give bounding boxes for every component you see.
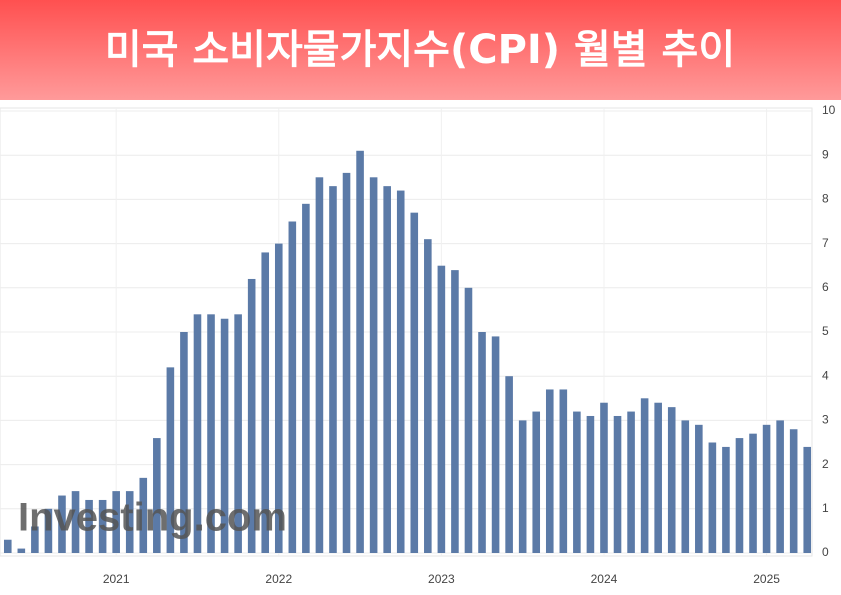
bar (125, 491, 134, 553)
bar (708, 442, 717, 553)
x-tick-label: 2021 (103, 572, 130, 586)
bar (180, 332, 188, 553)
bar (573, 411, 581, 553)
bar (274, 243, 283, 553)
x-tick-label: 2024 (591, 572, 618, 586)
bar (695, 424, 703, 553)
bar (654, 402, 662, 553)
bar (234, 314, 242, 553)
bar (424, 239, 432, 553)
bar (396, 190, 405, 553)
y-tick-label: 5 (822, 324, 829, 338)
bar (749, 433, 757, 553)
y-tick-label: 2 (822, 457, 829, 471)
x-tick-label: 2023 (428, 572, 455, 586)
bar (247, 278, 256, 553)
plot: 0 1 2 3 4 5 6 7 8 9 10 2021 2022 2023 2024 2025 (0, 103, 836, 586)
bar (478, 332, 486, 553)
bar (112, 491, 120, 553)
bar (153, 438, 161, 553)
bar (545, 389, 554, 553)
bar (44, 508, 53, 553)
bar (85, 499, 93, 553)
bar (139, 477, 148, 553)
bar (451, 270, 459, 553)
y-tick-label: 0 (822, 545, 829, 559)
bar (681, 420, 690, 553)
y-tick-label: 4 (822, 368, 829, 382)
y-tick-label: 8 (822, 192, 829, 206)
bar (342, 172, 351, 553)
bar (410, 212, 419, 553)
y-tick-label: 3 (822, 413, 829, 427)
bar (17, 548, 26, 553)
bar (166, 367, 175, 553)
bar (640, 398, 649, 553)
y-tick-label: 6 (822, 280, 829, 294)
x-tick-label: 2025 (753, 572, 780, 586)
y-tick-label: 7 (822, 236, 829, 250)
y-tick-label: 9 (822, 147, 829, 161)
bar (71, 491, 80, 553)
bar (302, 203, 310, 553)
bar (98, 499, 107, 553)
bar (369, 177, 378, 554)
watermark: Investing.com (18, 496, 287, 540)
title-banner (0, 0, 841, 100)
bar (437, 265, 446, 553)
bar (735, 438, 744, 553)
bar (559, 389, 568, 553)
bar (261, 252, 270, 553)
bar (329, 186, 337, 553)
bar (193, 314, 202, 553)
bar (803, 446, 812, 553)
bar (288, 221, 297, 553)
x-tick-label: 2022 (265, 572, 292, 586)
bar (627, 411, 635, 553)
bar (464, 287, 473, 553)
bar (383, 186, 391, 553)
bar (505, 376, 513, 553)
bar (789, 429, 798, 553)
y-tick-label: 1 (822, 501, 829, 515)
bar (207, 314, 215, 553)
bar (220, 318, 229, 553)
bar (532, 411, 541, 553)
bar (613, 415, 622, 553)
bar (58, 495, 66, 553)
chart-title: 미국 소비자물가지수(CPI) 월별 추이 (105, 27, 735, 73)
y-tick-label: 10 (822, 103, 836, 117)
bar (518, 420, 527, 553)
bar (667, 407, 676, 553)
bar (722, 446, 730, 553)
bar (762, 424, 771, 553)
bar (586, 415, 595, 553)
bar (776, 420, 784, 553)
bar (31, 526, 39, 553)
bar (600, 402, 608, 553)
bar (3, 539, 12, 553)
bar (356, 150, 364, 553)
bar (315, 177, 324, 554)
bar (491, 336, 500, 553)
